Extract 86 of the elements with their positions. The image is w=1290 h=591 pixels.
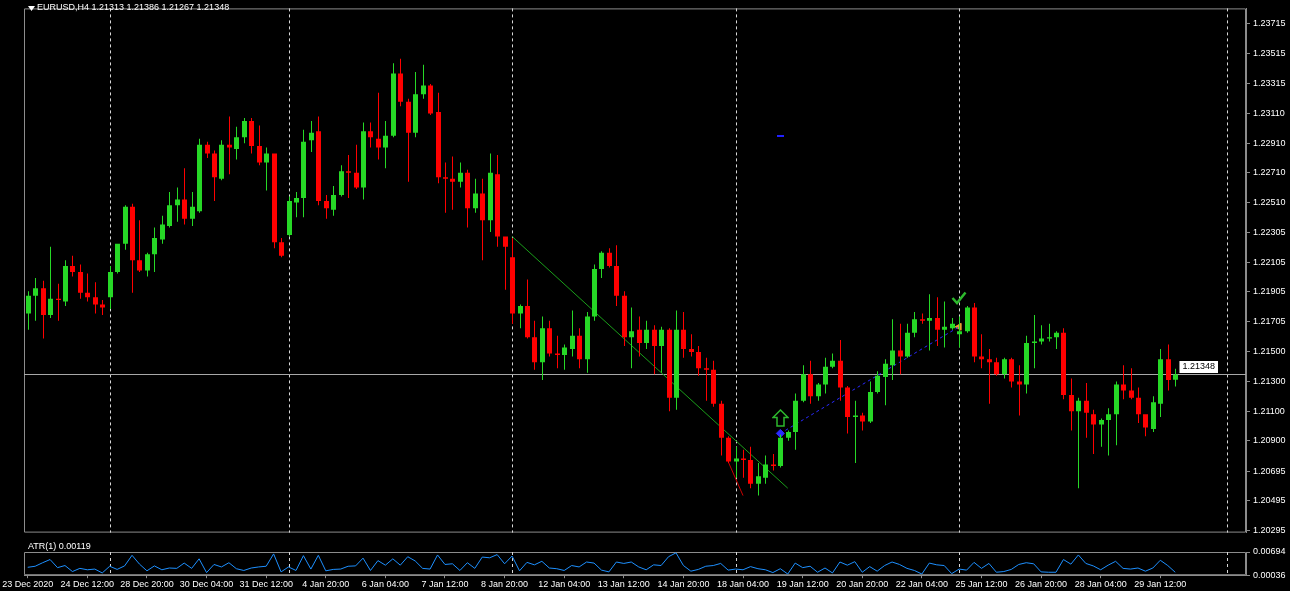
- x-tick-label: 28 Dec 20:00: [120, 579, 174, 590]
- candlestick: [56, 283, 61, 321]
- candlestick: [503, 236, 508, 290]
- y-tick-label: 1.22305: [1253, 227, 1286, 238]
- candlestick: [987, 348, 992, 404]
- candlestick: [1047, 323, 1052, 342]
- x-tick-label: 20 Jan 20:00: [836, 579, 889, 590]
- candlestick: [182, 168, 187, 225]
- candlestick: [1084, 383, 1089, 438]
- candlestick: [898, 323, 903, 375]
- candlestick: [734, 446, 739, 478]
- x-tick-label: 29 Jan 12:00: [1134, 579, 1187, 590]
- candlestick: [346, 155, 351, 198]
- candlestick: [85, 273, 90, 302]
- candlestick: [137, 220, 142, 272]
- candlestick: [368, 122, 373, 148]
- candlestick: [920, 313, 925, 324]
- y-tick-label: 1.21705: [1253, 316, 1286, 327]
- x-tick-label: 7 Jan 12:00: [421, 579, 469, 590]
- candlestick: [942, 301, 947, 348]
- x-tick-label: 14 Jan 20:00: [657, 579, 710, 590]
- x-tick-label: 13 Jan 12:00: [597, 579, 650, 590]
- candlestick: [443, 162, 448, 213]
- candlestick: [979, 334, 984, 369]
- candlestick: [1091, 409, 1096, 455]
- y-tick-label: 1.22710: [1253, 167, 1286, 178]
- candlestick: [227, 116, 232, 175]
- x-tick-label: 24 Dec 12:00: [60, 579, 115, 590]
- y-tick-label: 1.20295: [1253, 524, 1286, 535]
- x-tick-label: 6 Jan 04:00: [361, 579, 409, 590]
- chart-title: ATR(1) 0.00119: [28, 541, 91, 551]
- candlestick: [1039, 325, 1044, 345]
- y-tick-label: 1.23715: [1253, 18, 1286, 29]
- x-tick-label: 28 Jan 04:00: [1074, 579, 1127, 590]
- candlestick: [853, 400, 858, 463]
- chart-title: EURUSD,H4 1.21313 1.21386 1.21267 1.21348: [37, 2, 230, 12]
- y-tick-label: 1.20900: [1253, 435, 1286, 446]
- y-tick-label: 1.23315: [1253, 77, 1286, 88]
- x-tick-label: 25 Jan 12:00: [955, 579, 1008, 590]
- y-tick-label: 1.23515: [1253, 48, 1286, 59]
- x-tick-label: 19 Jan 12:00: [776, 579, 829, 590]
- candlestick: [1032, 314, 1037, 369]
- candlestick: [1106, 408, 1111, 456]
- y-tick-label: 1.21500: [1253, 346, 1286, 357]
- candlestick: [689, 334, 694, 357]
- x-tick-label: 26 Jan 20:00: [1015, 579, 1068, 590]
- candlestick: [1076, 397, 1081, 489]
- candlestick: [629, 307, 634, 369]
- y-tick-label: 1.20695: [1253, 465, 1286, 476]
- candlestick: [1129, 368, 1134, 400]
- y-tick-label: 0.00694: [1253, 546, 1286, 557]
- candlestick: [100, 300, 105, 315]
- candlestick: [704, 357, 709, 401]
- candlestick: [1099, 418, 1104, 447]
- x-tick-label: 12 Jan 04:00: [538, 579, 591, 590]
- y-tick-label: 1.23110: [1253, 108, 1285, 119]
- x-tick-label: 31 Dec 12:00: [239, 579, 293, 590]
- ref-line-label: 1.21348: [1182, 361, 1216, 372]
- candlestick: [33, 277, 38, 321]
- y-tick-label: 0.00036: [1253, 569, 1286, 580]
- candlestick: [175, 187, 180, 222]
- x-tick-label: 22 Jan 04:00: [895, 579, 948, 590]
- candlestick: [771, 454, 776, 471]
- candlestick: [927, 294, 932, 351]
- y-tick-label: 1.21100: [1253, 405, 1285, 416]
- candlestick: [890, 319, 895, 381]
- candlestick: [1017, 365, 1022, 416]
- candlestick: [756, 463, 761, 496]
- x-tick-label: 30 Dec 04:00: [179, 579, 234, 590]
- y-tick-label: 1.21300: [1253, 376, 1286, 387]
- candlestick: [935, 297, 940, 347]
- candlestick: [450, 156, 455, 210]
- candlestick: [421, 64, 426, 99]
- x-tick-label: 23 Dec 2020: [2, 579, 54, 590]
- y-tick-label: 1.22510: [1253, 196, 1286, 207]
- candlestick: [1173, 368, 1178, 387]
- candlestick: [555, 335, 560, 369]
- y-tick-label: 1.22105: [1253, 256, 1286, 267]
- x-tick-label: 8 Jan 20:00: [481, 579, 529, 590]
- y-tick-label: 1.20495: [1253, 495, 1286, 506]
- y-tick-label: 1.21905: [1253, 286, 1286, 297]
- candlestick: [376, 92, 381, 160]
- x-tick-label: 18 Jan 04:00: [717, 579, 770, 590]
- y-tick-label: 1.22910: [1253, 137, 1286, 148]
- x-tick-label: 4 Jan 20:00: [302, 579, 350, 590]
- candlestick: [93, 282, 98, 314]
